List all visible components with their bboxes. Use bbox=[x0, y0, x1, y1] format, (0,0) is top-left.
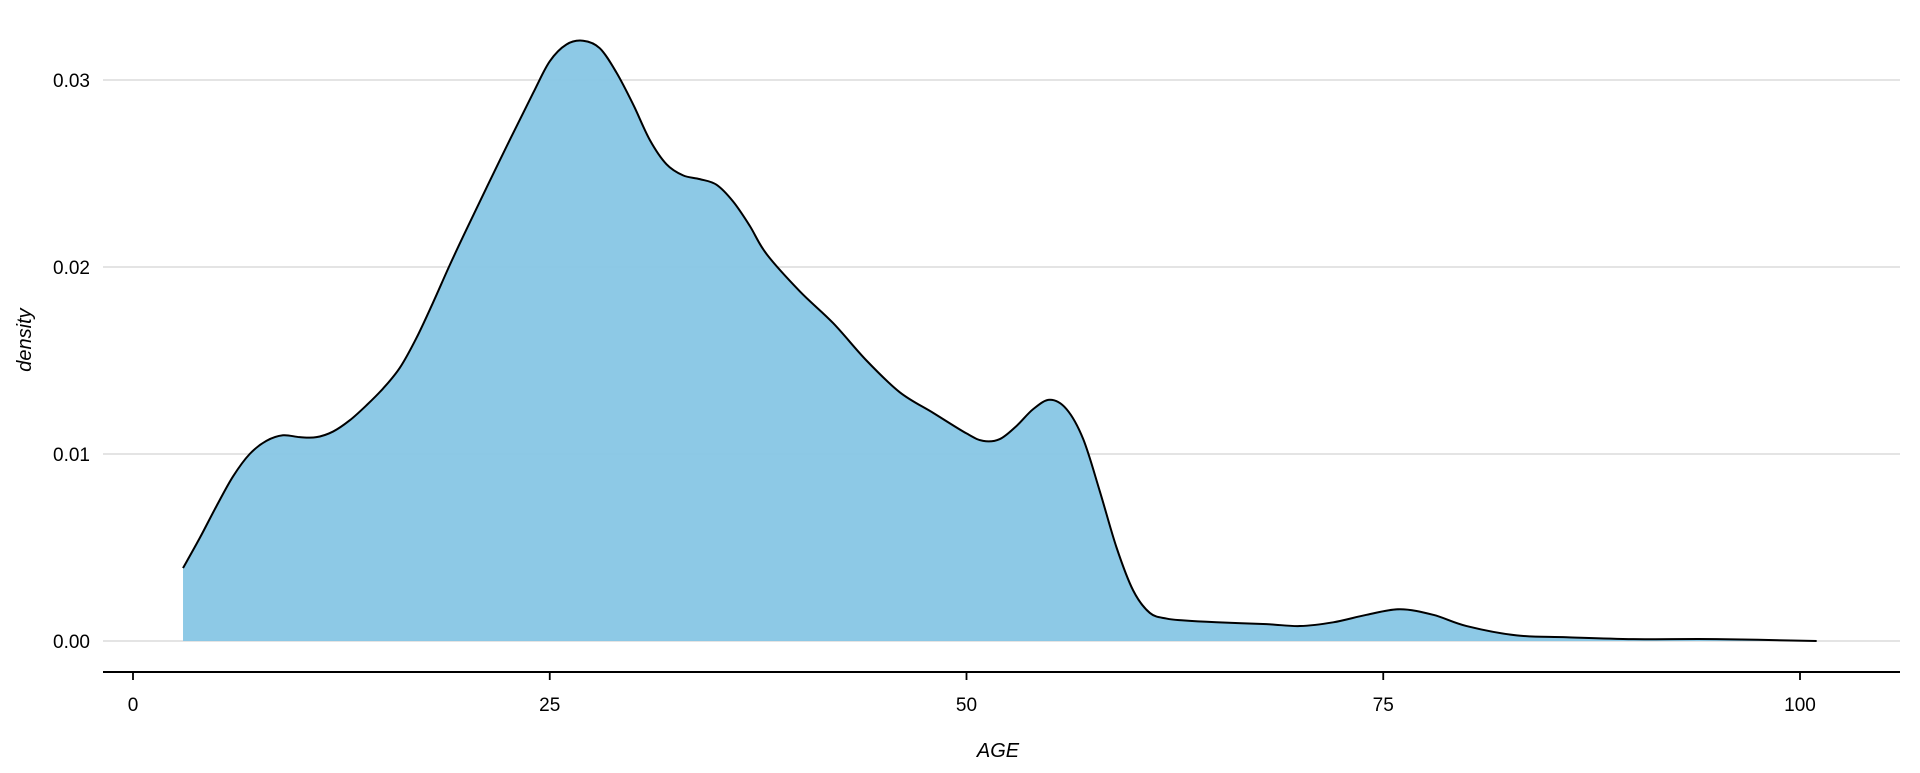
y-axis-title: density bbox=[14, 307, 36, 371]
x-axis-title: AGE bbox=[976, 740, 1020, 762]
y-tick-label-2: 0.02 bbox=[53, 258, 90, 279]
y-tick-label-3: 0.03 bbox=[53, 71, 90, 92]
x-tick-label-3: 75 bbox=[1373, 695, 1394, 716]
x-tick-label-4: 100 bbox=[1784, 695, 1816, 716]
y-tick-label-1: 0.01 bbox=[53, 445, 90, 466]
y-axis-ticks: 0.00 0.01 0.02 0.03 bbox=[53, 71, 90, 653]
x-axis-ticks: 0 25 50 75 100 bbox=[128, 672, 1816, 716]
plot-area bbox=[182, 39, 1817, 642]
y-tick-label-0: 0.00 bbox=[53, 632, 90, 653]
density-area-fill bbox=[183, 40, 1817, 642]
x-tick-label-0: 0 bbox=[128, 695, 139, 716]
x-tick-label-2: 50 bbox=[956, 695, 977, 716]
density-curve-line bbox=[182, 39, 1817, 642]
x-tick-label-1: 25 bbox=[539, 695, 560, 716]
